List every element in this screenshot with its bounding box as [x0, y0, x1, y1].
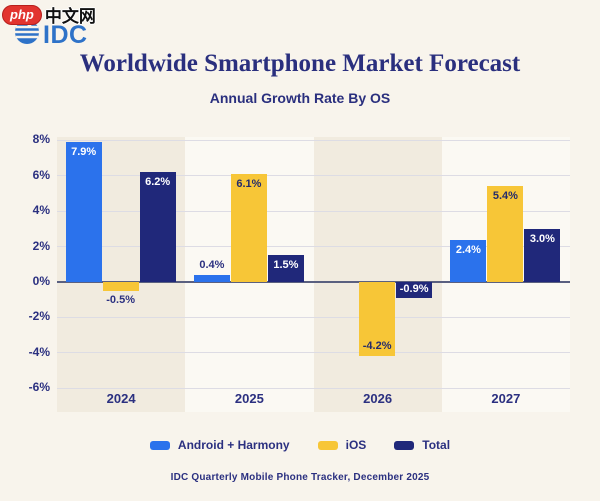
bar-value-label: 6.2% — [145, 176, 171, 189]
bar-iOS-2027 — [487, 186, 524, 282]
gridline-4pct — [57, 210, 570, 212]
gridline--4pct — [57, 352, 570, 354]
bar-value-label: -0.5% — [106, 293, 135, 306]
bar-iOS-2025 — [230, 174, 267, 282]
bar-Android + Harmony-2025 — [193, 274, 230, 282]
legend-label: Android + Harmony — [177, 438, 290, 452]
zero-gridline — [57, 281, 570, 283]
bar-Android + Harmony-2024 — [65, 142, 102, 282]
bar-Total-2026 — [396, 282, 433, 298]
bar-Android + Harmony-2027 — [450, 239, 487, 282]
chart-subtitle: Annual Growth Rate By OS — [209, 90, 391, 106]
gridline-2pct — [57, 246, 570, 248]
x-tick-2025: 2025 — [234, 391, 264, 406]
chart-legend: Android + Harmony iOS Total — [0, 438, 600, 452]
plot-area: 7.9% 0.4% 2.4% -0.5% 6.1% -4.2% 5.4% 6.2% 1.5% -0… — [57, 137, 570, 412]
gridline--2pct — [57, 316, 570, 318]
gridline-8pct — [57, 139, 570, 141]
y-tick-2%: 2% — [32, 238, 50, 253]
y-tick--4%: -4% — [28, 344, 50, 359]
y-tick-0%: 0% — [32, 274, 50, 288]
y-tick-8%: 8% — [32, 132, 50, 147]
legend-item-iOS: iOS — [317, 438, 367, 452]
legend-swatch-icon — [317, 440, 338, 450]
idc-logo-text: IDC — [43, 20, 88, 49]
bar-value-label: 5.4% — [492, 190, 518, 203]
watermark-site-name: 中文网 — [44, 7, 96, 26]
legend-label: Total — [422, 438, 451, 452]
source-note: IDC Quarterly Mobile Phone Tracker, Dece… — [170, 472, 430, 483]
y-tick-6%: 6% — [32, 167, 50, 182]
php-site-watermark: php 中文网 — [2, 2, 96, 27]
bar-iOS-2024 — [102, 282, 139, 291]
y-tick-4%: 4% — [32, 203, 50, 218]
gridline--6pct — [57, 387, 570, 389]
bar-value-label: -0.9% — [399, 283, 429, 296]
bar-value-label: -4.2% — [362, 340, 392, 353]
bar-value-label: 7.9% — [71, 146, 97, 159]
bar-value-label: 0.4% — [199, 258, 225, 271]
legend-item-Total: Total — [394, 438, 450, 452]
y-tick--6%: -6% — [28, 380, 50, 395]
bar-value-label: 6.1% — [236, 178, 262, 191]
x-tick-2027: 2027 — [491, 391, 521, 406]
category-band-2026 — [313, 137, 442, 412]
bar-value-label: 3.0% — [529, 232, 555, 245]
bar-Total-2025 — [267, 255, 304, 282]
x-tick-2026: 2026 — [363, 391, 393, 406]
bar-value-label: 2.4% — [455, 243, 481, 256]
y-tick--2%: -2% — [28, 309, 50, 324]
bar-Total-2027 — [524, 228, 561, 282]
bar-value-label: 1.5% — [273, 259, 299, 272]
php-badge: php — [2, 4, 42, 25]
chart-title: Worldwide Smartphone Market Forecast — [79, 50, 521, 77]
legend-label: iOS — [345, 438, 367, 452]
bar-Total-2024 — [139, 172, 176, 282]
x-tick-2024: 2024 — [106, 391, 136, 406]
bar-iOS-2026 — [359, 282, 396, 357]
legend-item-Android + Harmony: Android + Harmony — [149, 438, 290, 452]
gridline-6pct — [57, 175, 570, 177]
legend-swatch-icon — [394, 440, 415, 450]
legend-swatch-icon — [149, 440, 170, 450]
